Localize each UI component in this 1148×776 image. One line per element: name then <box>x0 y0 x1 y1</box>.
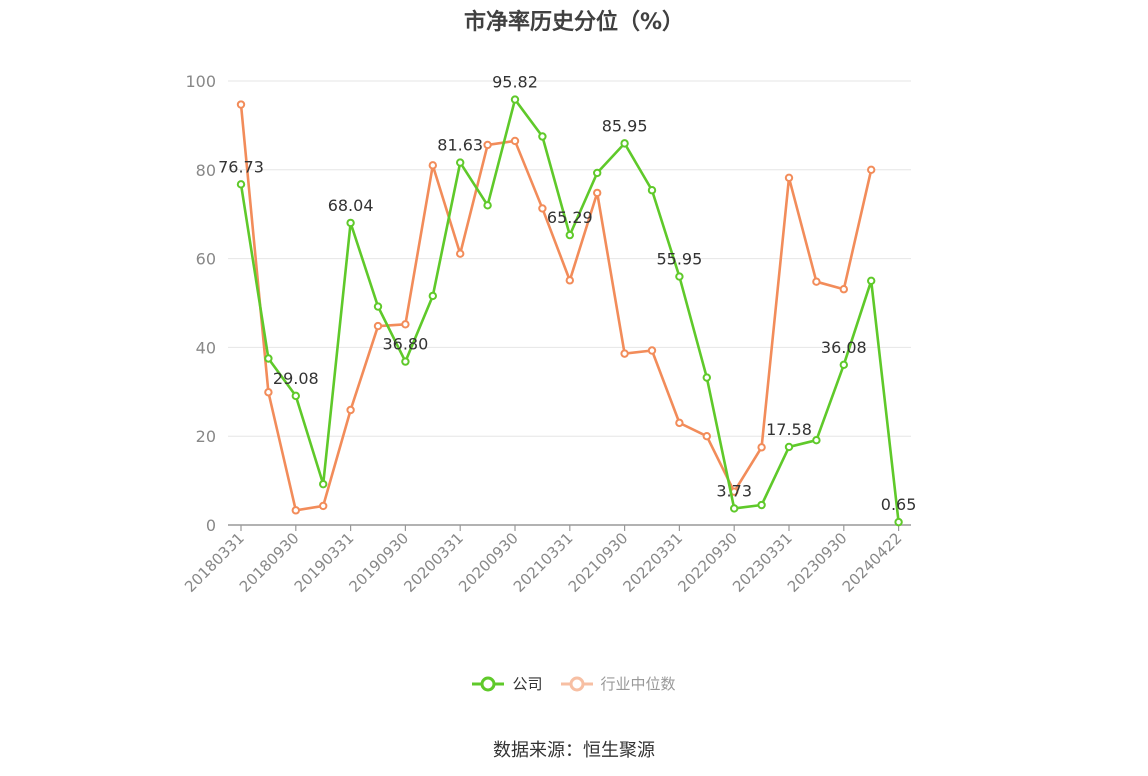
legend-item-industry-median[interactable]: 行业中位数 <box>560 673 676 694</box>
company-point <box>784 442 794 452</box>
company-point <box>620 139 629 148</box>
y-tick-label: 0 <box>206 516 216 535</box>
industry-point <box>483 140 492 150</box>
industry-point <box>538 204 547 213</box>
company-point <box>702 373 711 382</box>
company-point <box>730 504 739 513</box>
company-point <box>291 391 300 401</box>
industry-point <box>620 349 629 358</box>
series-line-industry-median <box>239 104 873 512</box>
company-point <box>565 230 574 240</box>
data-label: 17.58 <box>766 420 812 439</box>
y-tick-label: 20 <box>196 427 216 446</box>
industry-point <box>784 173 794 182</box>
y-tick-label: 40 <box>196 338 216 357</box>
company-point <box>757 500 766 510</box>
data-label: 3.73 <box>716 481 752 500</box>
industry-point <box>647 346 657 355</box>
company-point <box>401 357 410 366</box>
grid-lines <box>228 80 911 437</box>
y-tick-label: 80 <box>196 161 216 180</box>
industry-point <box>675 418 684 428</box>
data-label: 55.95 <box>656 250 702 269</box>
industry-point <box>236 100 246 109</box>
series <box>236 95 903 527</box>
industry-point <box>565 276 574 285</box>
company-point <box>675 272 684 281</box>
company-point <box>319 479 328 489</box>
y-tick-label: 100 <box>185 72 216 91</box>
data-label: 76.73 <box>218 157 264 176</box>
legend-line-circle-icon <box>472 676 505 691</box>
legend-line-circle-icon <box>560 676 593 691</box>
company-point <box>894 517 903 527</box>
company-point <box>456 158 465 167</box>
company-point <box>373 302 383 311</box>
company-point <box>510 95 520 104</box>
industry-point <box>702 432 711 441</box>
industry-point <box>319 501 328 511</box>
industry-point <box>291 506 300 515</box>
company-point <box>236 180 246 189</box>
industry-point <box>812 277 821 286</box>
industry-point <box>510 136 520 146</box>
data-label: 65.29 <box>547 208 593 227</box>
industry-point <box>346 405 355 415</box>
data-label: 95.82 <box>492 73 538 92</box>
x-tick-label: 20240422 <box>839 529 906 596</box>
industry-point <box>757 443 766 452</box>
data-label: 68.04 <box>328 196 374 215</box>
industry-point <box>264 388 273 397</box>
industry-point <box>401 320 410 329</box>
industry-point <box>373 321 383 331</box>
y-tick-label: 60 <box>196 250 216 269</box>
legend-label-company: 公司 <box>512 675 543 693</box>
series-line-company <box>239 98 900 523</box>
legend-item-company[interactable]: 公司 <box>472 673 543 694</box>
data-label: 85.95 <box>602 116 648 135</box>
company-point <box>812 435 821 445</box>
data-label: 0.65 <box>881 495 917 514</box>
chart-title: 市净率历史分位（%） <box>463 10 685 35</box>
industry-point <box>593 188 602 198</box>
industry-point <box>456 249 465 258</box>
industry-point <box>839 285 848 294</box>
company-point <box>538 132 547 141</box>
legend: 公司 行业中位数 <box>0 673 1148 694</box>
data-label: 81.63 <box>437 136 483 155</box>
industry-point <box>867 165 876 175</box>
data-labels: 76.73 29.08 68.04 36.80 81.63 95.82 65.29 85.95… <box>218 73 916 515</box>
source-note: 数据来源：恒生聚源 <box>493 740 655 761</box>
company-point <box>428 291 437 301</box>
industry-point <box>428 161 437 170</box>
company-point <box>647 186 657 195</box>
company-point <box>867 276 876 285</box>
company-point <box>346 218 355 228</box>
data-label: 36.08 <box>821 338 867 357</box>
data-label: 36.80 <box>382 335 428 354</box>
legend-label-industry-median: 行业中位数 <box>600 675 676 693</box>
data-label: 29.08 <box>273 369 319 388</box>
company-point <box>593 168 602 178</box>
company-point <box>264 354 273 363</box>
company-point <box>839 360 848 370</box>
company-point <box>483 201 492 210</box>
